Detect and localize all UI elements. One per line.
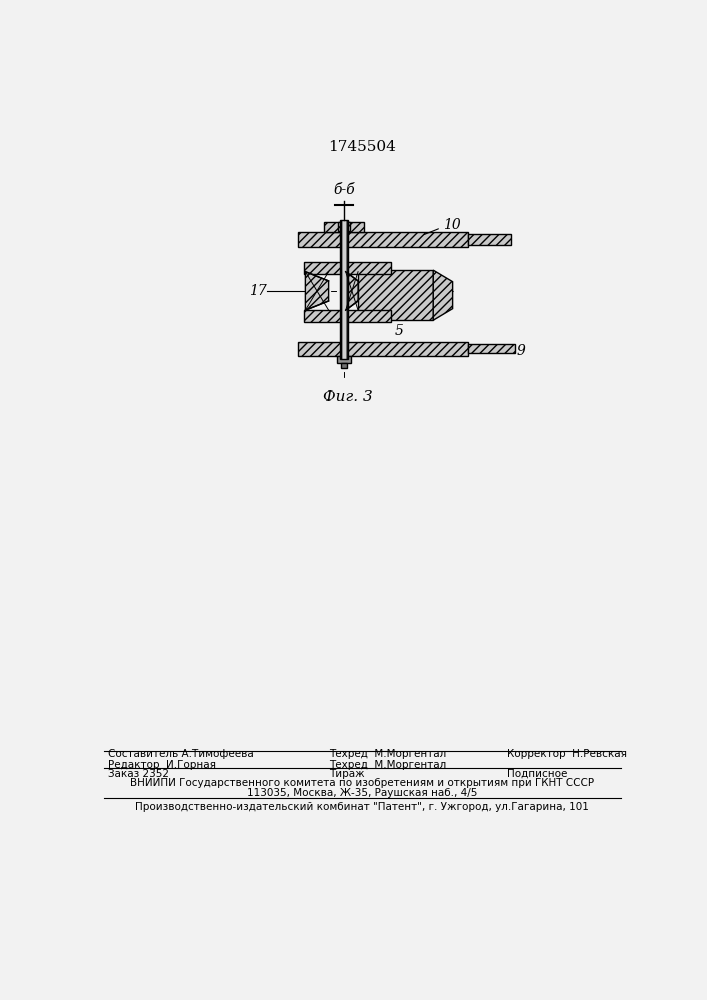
Bar (298, 342, 468, 356)
Text: Подписное: Подписное (507, 769, 567, 779)
Bar (340, 220, 348, 359)
Text: Фиг. 3: Фиг. 3 (323, 390, 373, 404)
Bar (298, 232, 468, 247)
Text: Заказ 2352: Заказ 2352 (107, 769, 169, 779)
Text: Редактор  И.Горная: Редактор И.Горная (107, 760, 216, 770)
Bar (358, 270, 433, 320)
Bar (337, 356, 351, 363)
Text: 113035, Москва, Ж-35, Раушская наб., 4/5: 113035, Москва, Ж-35, Раушская наб., 4/5 (247, 788, 477, 798)
Bar (468, 234, 510, 245)
Text: Техред  М.Моргентал: Техред М.Моргентал (329, 749, 446, 759)
Polygon shape (433, 270, 452, 320)
Bar (324, 222, 364, 232)
Bar (304, 310, 391, 322)
Text: ВНИИПИ Государственного комитета по изобретениям и открытиям при ГКНТ СССР: ВНИИПИ Государственного комитета по изоб… (130, 778, 594, 788)
Bar (304, 262, 391, 274)
Text: 5: 5 (395, 324, 404, 338)
Text: 10: 10 (443, 218, 461, 232)
Text: Техред  М.Моргентал: Техред М.Моргентал (329, 760, 446, 770)
Bar (338, 222, 351, 231)
Text: Производственно-издательский комбинат "Патент", г. Ужгород, ул.Гагарина, 101: Производственно-издательский комбинат "П… (135, 802, 589, 812)
Text: Составитель А.Тимофеева: Составитель А.Тимофеева (107, 749, 254, 759)
Text: 1745504: 1745504 (328, 140, 396, 154)
Text: 17: 17 (249, 284, 267, 298)
Text: Тираж: Тираж (329, 769, 364, 779)
Text: Корректор  Н.Ревская: Корректор Н.Ревская (507, 749, 627, 759)
Bar (341, 363, 347, 368)
Text: 9: 9 (516, 344, 525, 358)
Text: б-б: б-б (333, 183, 355, 197)
Polygon shape (305, 272, 329, 310)
Polygon shape (346, 272, 358, 310)
Bar (468, 344, 515, 353)
